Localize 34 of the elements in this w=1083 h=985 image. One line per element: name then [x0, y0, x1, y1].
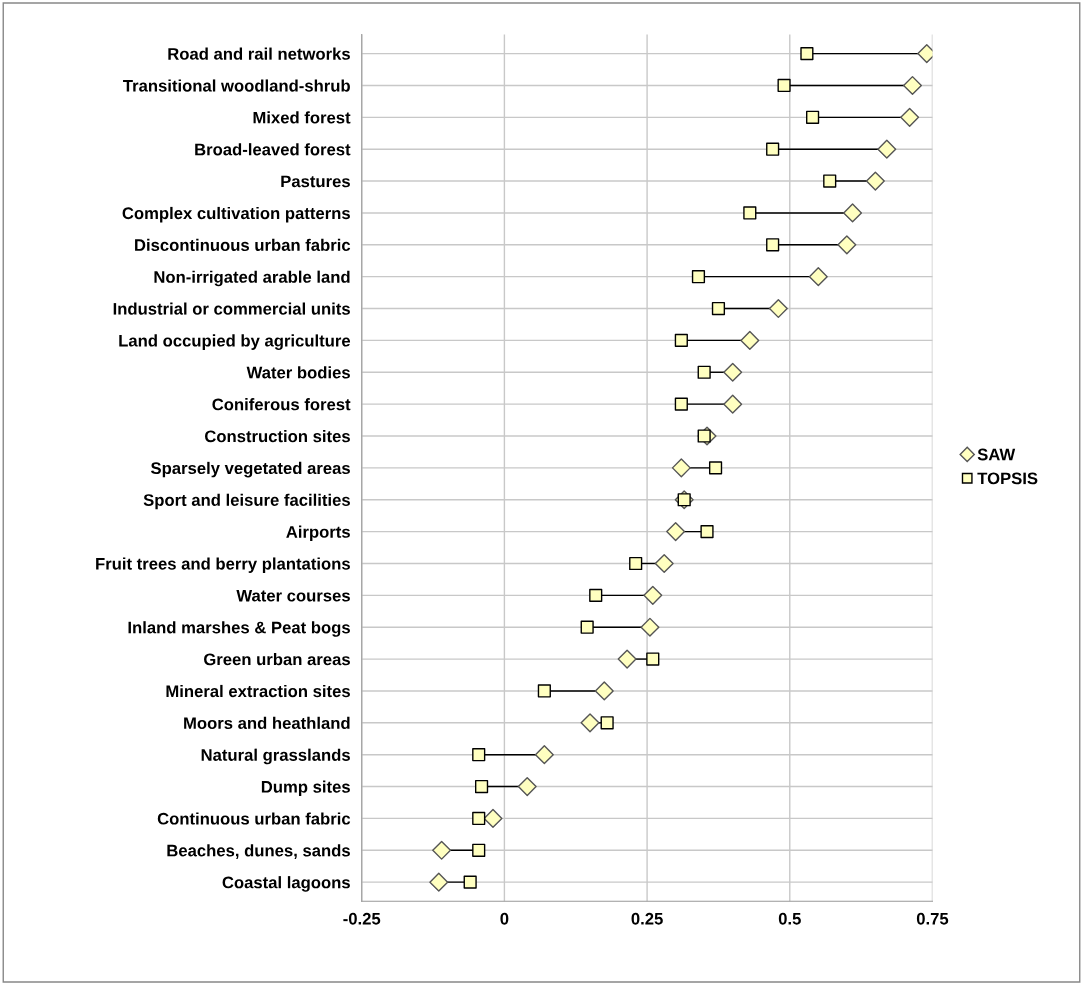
- y-tick-label: Construction sites: [204, 429, 350, 443]
- y-tick-label: Sparsely vegetated areas: [150, 461, 350, 478]
- y-tick-label: Coastal lagoons: [222, 876, 350, 892]
- y-tick-label: Discontinuous urban fabric: [135, 238, 351, 251]
- y-tick-label: Land occupied by agriculture: [119, 334, 351, 350]
- legend-label: SAW: [977, 448, 1016, 461]
- y-tick-label: Beaches, dunes, sands: [167, 844, 350, 859]
- x-tick-label: 0: [500, 912, 509, 925]
- y-tick-label: Mixed forest: [253, 111, 351, 124]
- y-tick-label: Inland marshes & Peat bogs: [128, 621, 350, 637]
- y-tick-label: Green urban areas: [204, 653, 350, 666]
- y-tick-label: Pastures: [281, 175, 350, 188]
- y-tick-label: Dump sites: [261, 780, 350, 797]
- y-tick-label: Fruit trees and berry plantations: [96, 557, 350, 573]
- y-tick-label: Non-irrigated arable land: [154, 270, 350, 287]
- legend-label: TOPSIS: [977, 472, 1038, 485]
- y-tick-label: Coniferous forest: [212, 398, 351, 411]
- y-tick-label: Water courses: [236, 589, 350, 602]
- x-tick-label: 0.75: [916, 912, 949, 925]
- y-tick-label: Sport and leisure facilities: [143, 493, 350, 510]
- y-tick-label: Continuous urban fabric: [157, 812, 351, 825]
- y-tick-label: Water bodies: [246, 366, 350, 379]
- y-tick-label: Transitional woodland-shrub: [123, 79, 350, 92]
- y-tick-label: Industrial or commercial units: [113, 302, 350, 315]
- x-tick-label: -0.25: [343, 912, 381, 925]
- y-tick-label: Moors and heathland: [184, 716, 350, 730]
- y-tick-label: Broad-leaved forest: [195, 143, 351, 156]
- x-tick-label: 0.5: [778, 912, 801, 925]
- y-tick-label: Natural grasslands: [201, 748, 350, 765]
- y-tick-label: Airports: [286, 525, 350, 542]
- y-tick-label: Complex cultivation patterns: [122, 206, 350, 223]
- y-tick-label: Road and rail networks: [168, 47, 350, 60]
- x-tick-label: 0.25: [631, 912, 663, 925]
- y-tick-label: Mineral extraction sites: [166, 684, 350, 698]
